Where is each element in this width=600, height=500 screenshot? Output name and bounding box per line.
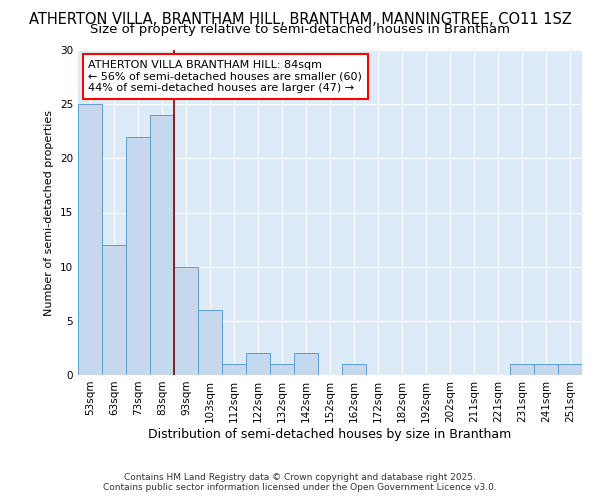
Bar xyxy=(270,364,294,375)
Text: Size of property relative to semi-detached houses in Brantham: Size of property relative to semi-detach… xyxy=(90,22,510,36)
Bar xyxy=(174,266,198,375)
Bar xyxy=(342,364,366,375)
Bar xyxy=(294,354,318,375)
Bar xyxy=(102,245,126,375)
Text: ATHERTON VILLA, BRANTHAM HILL, BRANTHAM, MANNINGTREE, CO11 1SZ: ATHERTON VILLA, BRANTHAM HILL, BRANTHAM,… xyxy=(29,12,571,28)
Bar xyxy=(78,104,102,375)
Bar xyxy=(198,310,222,375)
Bar xyxy=(150,115,174,375)
Bar xyxy=(558,364,582,375)
Text: Contains HM Land Registry data © Crown copyright and database right 2025.
Contai: Contains HM Land Registry data © Crown c… xyxy=(103,473,497,492)
Bar xyxy=(510,364,534,375)
Y-axis label: Number of semi-detached properties: Number of semi-detached properties xyxy=(44,110,55,316)
Bar xyxy=(222,364,246,375)
Text: ATHERTON VILLA BRANTHAM HILL: 84sqm
← 56% of semi-detached houses are smaller (6: ATHERTON VILLA BRANTHAM HILL: 84sqm ← 56… xyxy=(88,60,362,93)
X-axis label: Distribution of semi-detached houses by size in Brantham: Distribution of semi-detached houses by … xyxy=(148,428,512,440)
Bar xyxy=(534,364,558,375)
Bar xyxy=(246,354,270,375)
Bar xyxy=(126,136,150,375)
